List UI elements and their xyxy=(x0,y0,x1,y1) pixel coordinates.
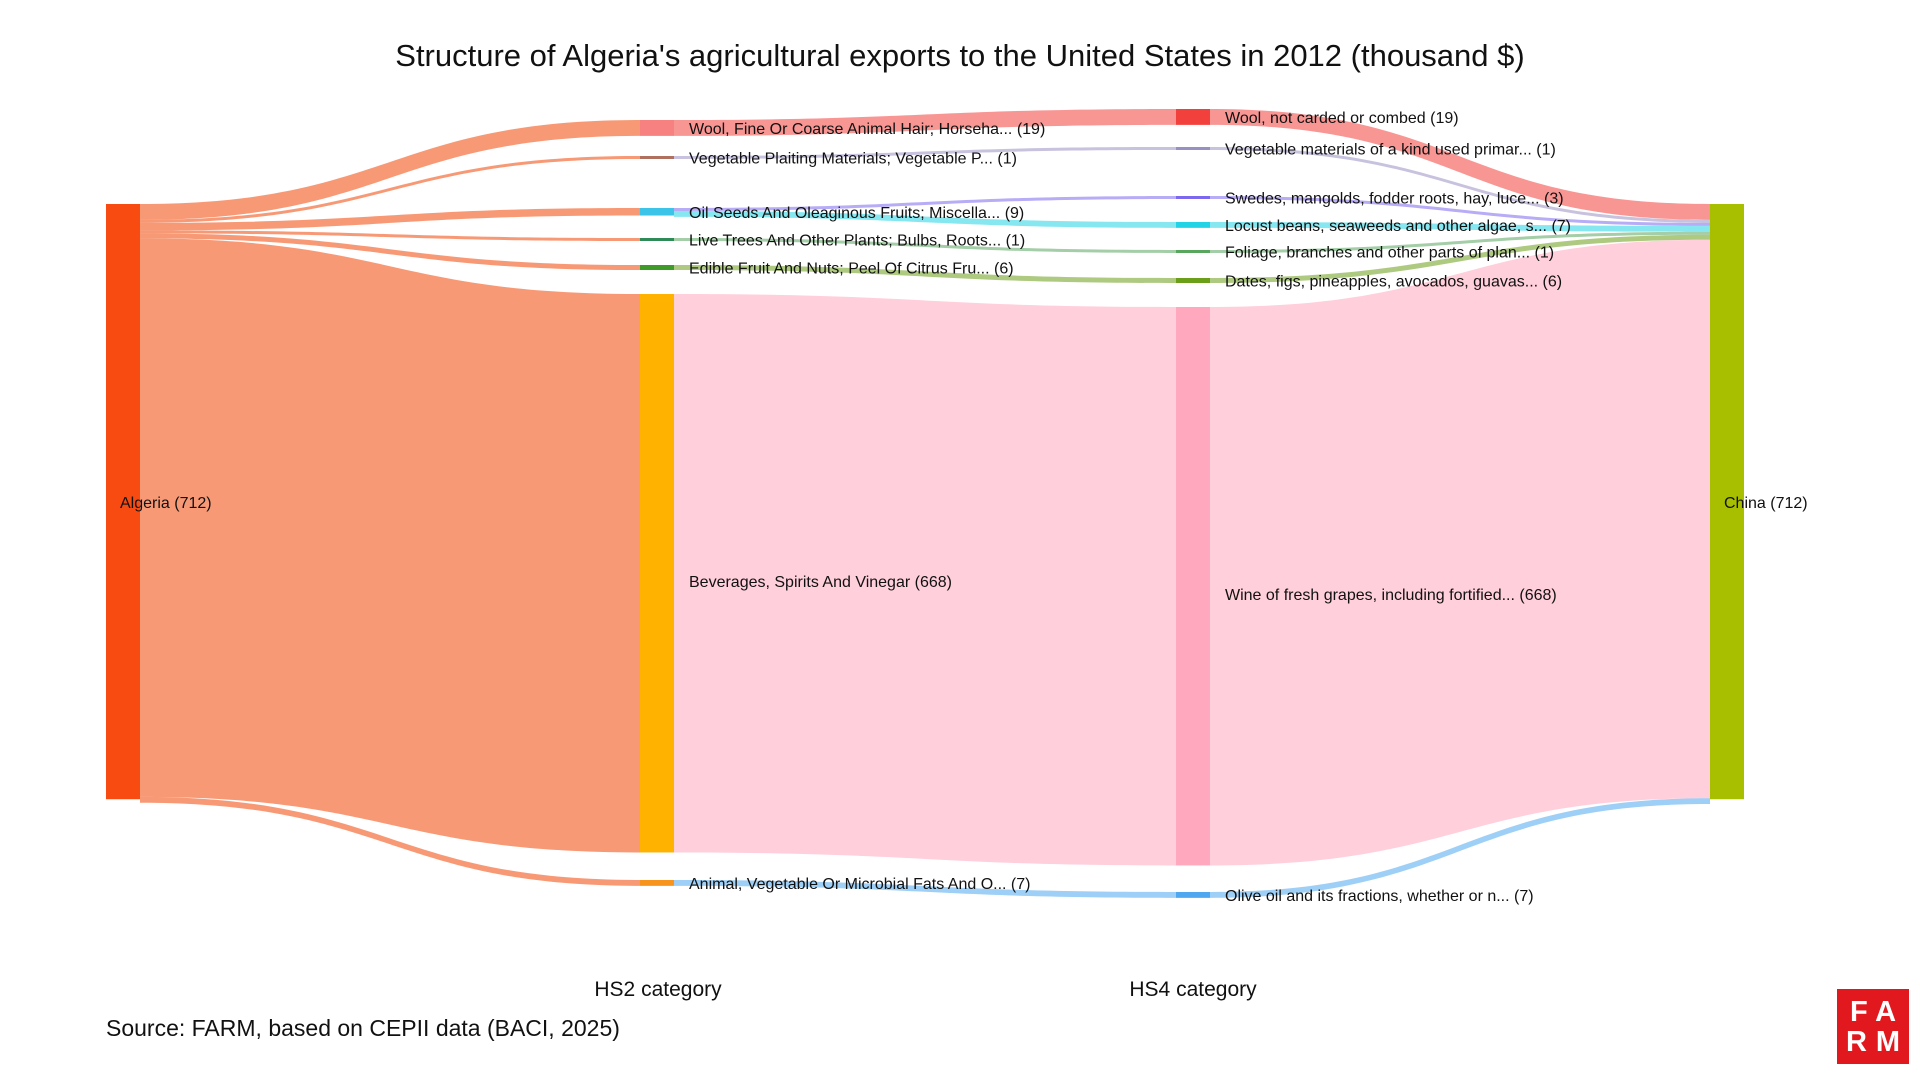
sankey-link-hs4_foliage-to-china xyxy=(1210,231,1710,253)
sankey-link-algeria-to-hs2_oil xyxy=(140,208,640,231)
sankey-node-hs2_plait xyxy=(640,156,674,159)
sankey-link-algeria-to-hs2_bev xyxy=(140,238,640,853)
sankey-link-algeria-to-hs2_wool xyxy=(140,120,640,220)
node-label-hs4_wine: Wine of fresh grapes, including fortifie… xyxy=(1225,587,1557,604)
sankey-node-hs2_fruit xyxy=(640,265,674,271)
sankey-link-algeria-to-hs2_live xyxy=(140,230,640,241)
node-label-hs4_foliage: Foliage, branches and other parts of pla… xyxy=(1225,245,1554,262)
node-label-hs4_dates: Dates, figs, pineapples, avocados, guava… xyxy=(1225,274,1562,291)
sankey-link-hs2_oil-to-hs4_swedes xyxy=(674,196,1176,211)
node-label-hs4_locust: Locust beans, seaweeds and other algae, … xyxy=(1225,218,1571,235)
sankey-link-hs4_wine-to-china xyxy=(1210,239,1710,866)
sankey-node-hs4_olive xyxy=(1176,892,1210,898)
sankey-link-hs2_fruit-to-hs4_dates xyxy=(674,265,1176,284)
links-layer xyxy=(140,109,1710,898)
sankey-node-algeria xyxy=(106,204,140,800)
node-label-hs4_swedes: Swedes, mangolds, fodder roots, hay, luc… xyxy=(1225,191,1564,208)
node-label-hs2_bev: Beverages, Spirits And Vinegar (668) xyxy=(689,574,952,591)
sankey-link-hs4_wool-to-china xyxy=(1210,109,1710,220)
node-label-hs4_olive: Olive oil and its fractions, whether or … xyxy=(1225,888,1534,905)
sankey-link-hs2_wool-to-hs4_wool xyxy=(674,109,1176,136)
node-label-hs2_fats: Animal, Vegetable Or Microbial Fats And … xyxy=(689,876,1030,893)
farm-logo: FA RM xyxy=(1837,989,1909,1064)
sankey-link-algeria-to-hs2_fruit xyxy=(140,233,640,271)
node-label-hs2_live: Live Trees And Other Plants; Bulbs, Root… xyxy=(689,233,1025,250)
sankey-node-hs2_bev xyxy=(640,294,674,853)
sankey-node-hs4_wool xyxy=(1176,109,1210,125)
sankey-link-algeria-to-hs2_plait xyxy=(140,156,640,223)
sankey-link-hs4_olive-to-china xyxy=(1210,798,1710,898)
sankey-node-hs4_dates xyxy=(1176,278,1210,284)
sankey-link-hs2_plait-to-hs4_vegmat xyxy=(674,147,1176,159)
sankey-link-hs2_fats-to-hs4_olive xyxy=(674,880,1176,898)
sankey-node-hs2_live xyxy=(640,238,674,241)
sankey-link-hs2_oil-to-hs4_locust xyxy=(674,211,1176,228)
source-note: Source: FARM, based on CEPII data (BACI,… xyxy=(106,1015,620,1041)
sankey-node-hs2_wool xyxy=(640,120,674,136)
sankey-link-hs4_dates-to-china xyxy=(1210,234,1710,284)
sankey-link-hs4_swedes-to-china xyxy=(1210,196,1710,226)
column-label-hs4: HS4 category xyxy=(1129,978,1257,1001)
node-label-hs2_wool: Wool, Fine Or Coarse Animal Hair; Horseh… xyxy=(689,121,1045,138)
node-label-hs2_fruit: Edible Fruit And Nuts; Peel Of Citrus Fr… xyxy=(689,261,1014,278)
labels-layer: Algeria (712) Wool, Fine Or Coarse Animal… xyxy=(120,110,1808,905)
sankey-link-hs4_vegmat-to-china xyxy=(1210,147,1710,223)
chart-title: Structure of Algeria's agricultural expo… xyxy=(395,38,1525,73)
sankey-link-hs4_locust-to-china xyxy=(1210,222,1710,232)
sankey-node-hs2_oil xyxy=(640,208,674,216)
sankey-node-hs4_vegmat xyxy=(1176,147,1210,150)
sankey-link-hs2_live-to-hs4_foliage xyxy=(674,238,1176,253)
logo-line-1: FA xyxy=(1849,995,1906,1028)
node-label-china: China (712) xyxy=(1724,495,1808,512)
sankey-node-hs4_swedes xyxy=(1176,196,1210,199)
sankey-link-hs2_bev-to-hs4_wine xyxy=(674,294,1176,866)
sankey-node-hs4_locust xyxy=(1176,222,1210,228)
node-label-hs2_plait: Vegetable Plaiting Materials; Vegetable … xyxy=(689,151,1017,168)
node-label-hs4_vegmat: Vegetable materials of a kind used prima… xyxy=(1225,142,1556,159)
sankey-link-algeria-to-hs2_fats xyxy=(140,796,640,886)
node-label-algeria: Algeria (712) xyxy=(120,495,212,512)
node-label-hs4_wool: Wool, not carded or combed (19) xyxy=(1225,110,1459,127)
column-label-hs2: HS2 category xyxy=(594,978,722,1001)
node-label-hs2_oil: Oil Seeds And Oleaginous Fruits; Miscell… xyxy=(689,205,1024,222)
logo-line-2: RM xyxy=(1845,1025,1910,1058)
nodes-layer xyxy=(106,109,1744,898)
sankey-node-hs4_foliage xyxy=(1176,250,1210,253)
sankey-node-hs2_fats xyxy=(640,880,674,886)
sankey-node-hs4_wine xyxy=(1176,307,1210,866)
sankey-node-china xyxy=(1710,204,1744,800)
